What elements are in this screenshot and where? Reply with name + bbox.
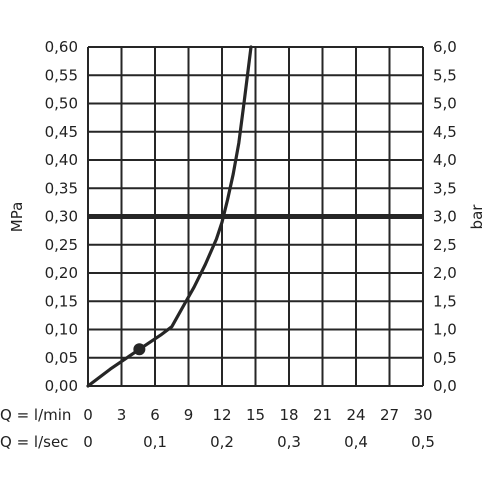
right-tick-label: 5,0 [433, 95, 457, 113]
x-lsec-tick-label: 0 [83, 433, 93, 451]
right-tick-label: 6,0 [433, 38, 457, 56]
x-lmin-tick-label: 27 [380, 406, 399, 424]
axis-labels: MPa bar Q = l/min Q = l/sec [0, 202, 486, 451]
x-lmin-tick-label: 21 [313, 406, 332, 424]
x-lmin-tick-label: 3 [117, 406, 127, 424]
right-tick-label: 0,0 [433, 377, 457, 395]
data-marker-point [133, 343, 146, 356]
x-lmin-tick-label: 9 [184, 406, 194, 424]
x-axis-lmin-label: Q = l/min [0, 406, 71, 424]
x-lmin-tick-label: 24 [346, 406, 365, 424]
x-lmin-tick-label: 0 [83, 406, 93, 424]
x-lsec-tick-label: 0,5 [411, 433, 435, 451]
tick-labels: 0,000,050,100,150,200,250,300,350,400,45… [45, 38, 457, 451]
series-line-0 [86, 45, 253, 388]
left-axis-label: MPa [8, 202, 26, 233]
x-lsec-tick-label: 0,2 [210, 433, 234, 451]
left-tick-label: 0,00 [45, 377, 78, 395]
x-lmin-tick-label: 30 [413, 406, 432, 424]
right-tick-label: 5,5 [433, 66, 457, 84]
left-tick-label: 0,45 [45, 123, 78, 141]
left-tick-label: 0,20 [45, 264, 78, 282]
right-tick-label: 3,5 [433, 179, 457, 197]
x-lsec-tick-label: 0,1 [143, 433, 167, 451]
left-tick-label: 0,50 [45, 95, 78, 113]
right-axis-label: bar [468, 204, 486, 230]
left-tick-label: 0,30 [45, 208, 78, 226]
left-tick-label: 0,60 [45, 38, 78, 56]
left-tick-label: 0,35 [45, 179, 78, 197]
right-tick-label: 4,5 [433, 123, 457, 141]
right-tick-label: 1,0 [433, 321, 457, 339]
right-tick-label: 0,5 [433, 349, 457, 367]
right-tick-label: 4,0 [433, 151, 457, 169]
left-tick-label: 0,15 [45, 292, 78, 310]
x-lmin-tick-label: 6 [150, 406, 160, 424]
left-tick-label: 0,10 [45, 321, 78, 339]
x-lmin-tick-label: 12 [212, 406, 231, 424]
right-tick-label: 3,0 [433, 208, 457, 226]
right-tick-label: 2,5 [433, 236, 457, 254]
right-tick-label: 2,0 [433, 264, 457, 282]
left-tick-label: 0,05 [45, 349, 78, 367]
x-lmin-tick-label: 18 [279, 406, 298, 424]
x-lsec-tick-label: 0,4 [344, 433, 368, 451]
plot-area [86, 45, 423, 388]
left-tick-label: 0,55 [45, 66, 78, 84]
x-lsec-tick-label: 0,3 [277, 433, 301, 451]
right-tick-label: 1,5 [433, 292, 457, 310]
left-tick-label: 0,25 [45, 236, 78, 254]
x-axis-lsec-label: Q = l/sec [0, 433, 68, 451]
x-lmin-tick-label: 15 [246, 406, 265, 424]
left-tick-label: 0,40 [45, 151, 78, 169]
